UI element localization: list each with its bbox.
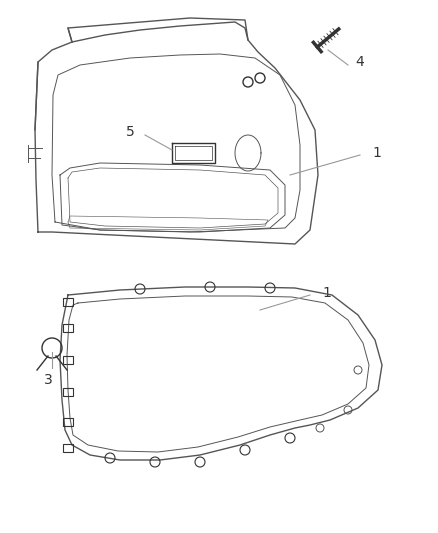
Text: 5: 5 [126,125,134,139]
Text: 4: 4 [355,55,364,69]
Text: 3: 3 [44,373,53,387]
Bar [63,388,73,396]
Bar [63,418,73,426]
Bar [63,298,73,306]
Bar [63,444,73,452]
Text: 1: 1 [372,146,381,160]
Bar [63,324,73,332]
Bar [63,356,73,364]
Text: 1: 1 [322,286,331,300]
